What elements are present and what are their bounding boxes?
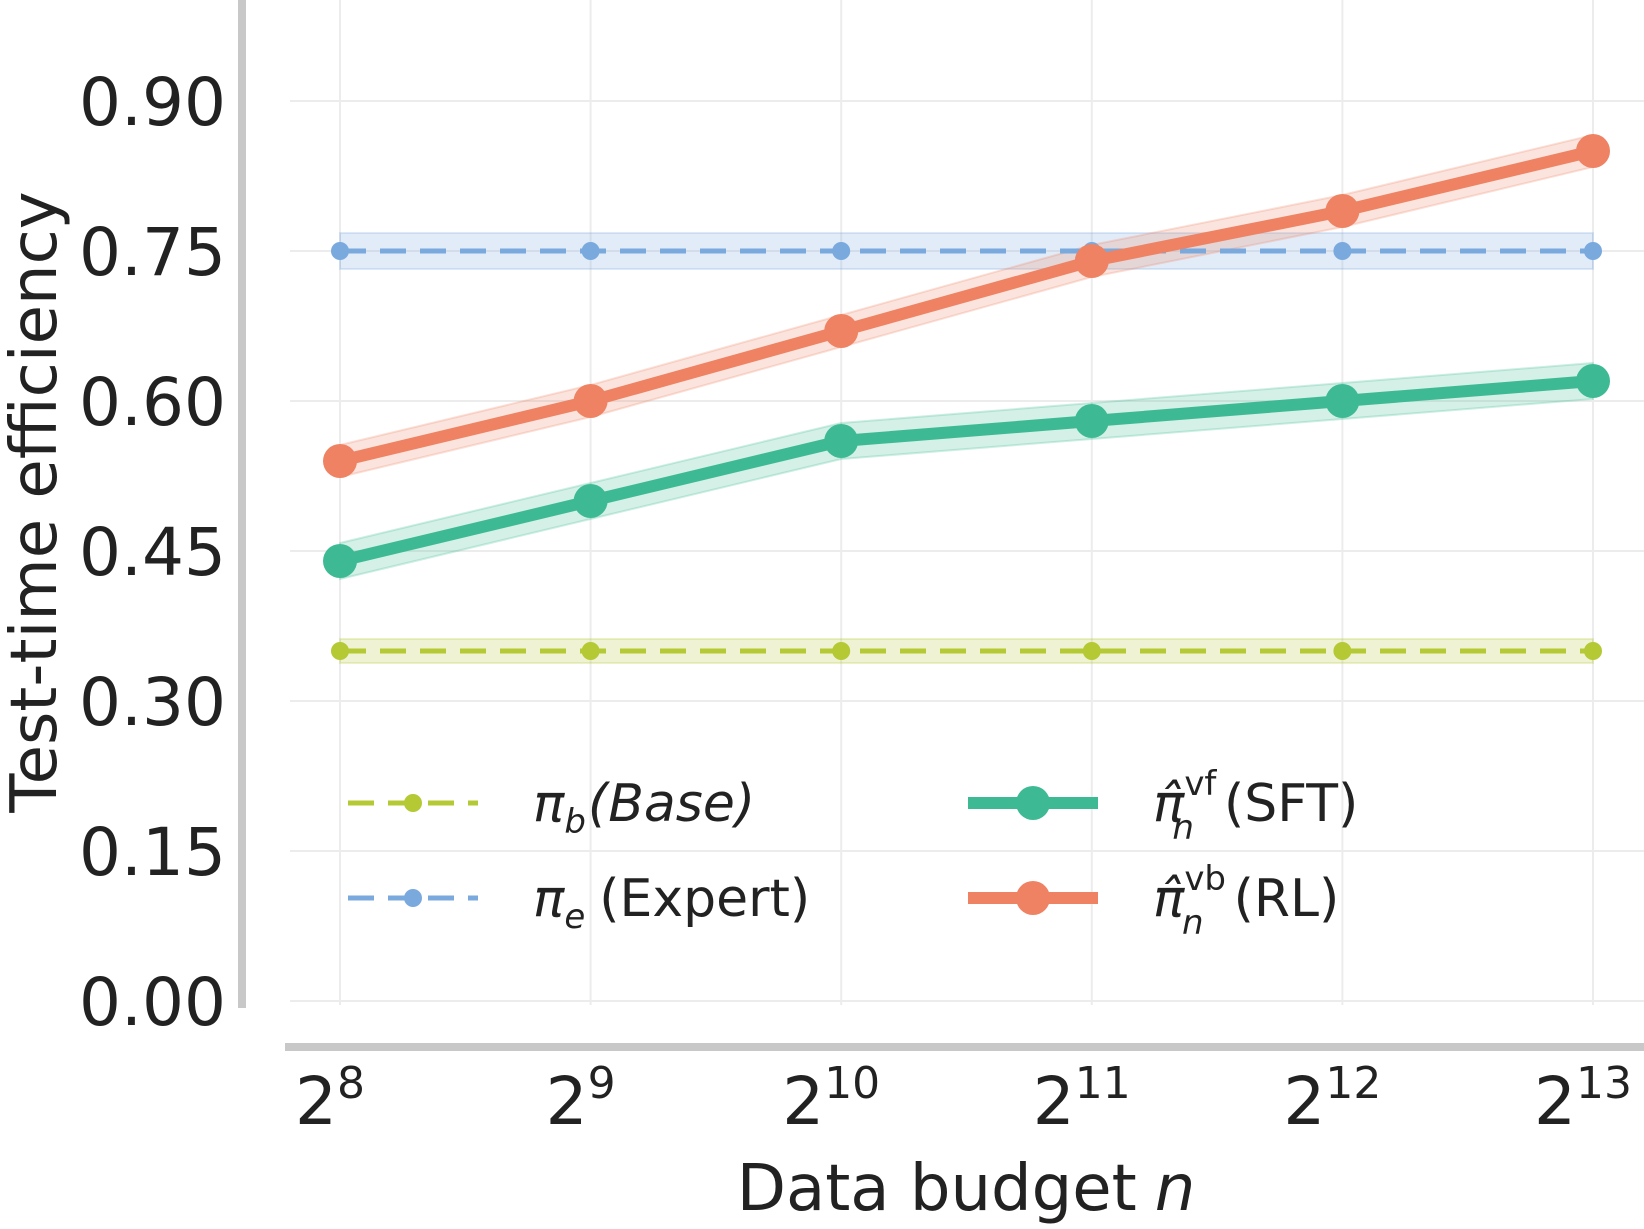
- x-tick-label: 213: [1534, 1058, 1632, 1140]
- point-expert: [1333, 242, 1352, 260]
- legend-item-rl: π̂vb n (RL): [968, 859, 1339, 943]
- legend-label: π̂vb n (RL): [1153, 859, 1339, 943]
- x-tick-label: 210: [782, 1058, 880, 1140]
- point-rl: [573, 384, 608, 418]
- band-base: [339, 638, 1594, 664]
- band-expert: [339, 232, 1594, 270]
- y-tick-labels: 0.00 0.15 0.30 0.45 0.60 0.75 0.90: [79, 64, 226, 1041]
- legend-label: π̂vf n (SFT): [1153, 764, 1358, 848]
- point-sft: [824, 424, 859, 458]
- band-sft: [339, 361, 1594, 581]
- point-rl: [323, 444, 357, 478]
- legend-item-base: πb(Base): [348, 774, 755, 842]
- point-expert: [1584, 242, 1602, 260]
- legend-label: πb(Base): [533, 774, 755, 842]
- x-axis-label: Data budget n: [737, 1152, 1196, 1226]
- point-sft: [323, 544, 357, 578]
- point-base: [1082, 642, 1101, 660]
- point-rl: [1576, 134, 1610, 168]
- x-tick-label: 28: [295, 1058, 365, 1140]
- y-axis-label: Test-time efficiency: [0, 191, 72, 813]
- point-expert: [832, 242, 851, 260]
- legend-label: πe (Expert): [533, 869, 810, 937]
- grid: [290, 0, 1644, 1005]
- y-tick-label: 0.75: [79, 214, 226, 291]
- line-sft: [338, 375, 1594, 567]
- y-tick-label: 0.30: [79, 664, 226, 741]
- series-lines: [338, 145, 1595, 654]
- x-tick-labels: 28 29 210 211 212 213: [295, 1058, 1632, 1140]
- point-rl: [1074, 244, 1109, 278]
- series-points: [323, 134, 1610, 660]
- point-base: [581, 642, 600, 660]
- point-base: [1584, 642, 1602, 660]
- y-tick-label: 0.15: [79, 814, 226, 891]
- x-tick-label: 29: [546, 1058, 616, 1140]
- x-tick-label: 212: [1283, 1058, 1381, 1140]
- point-rl: [1325, 194, 1360, 228]
- y-tick-label: 0.00: [79, 964, 226, 1041]
- point-expert: [581, 242, 600, 260]
- x-axis-label-var: n: [1155, 1152, 1196, 1226]
- point-base: [1333, 642, 1352, 660]
- point-sft: [1325, 384, 1360, 418]
- legend: πb(Base) πe (Expert) π̂vf n (SFT) π̂vb n (RL): [348, 764, 1358, 943]
- legend-swatch-marker: [404, 889, 422, 907]
- point-expert: [331, 242, 349, 260]
- legend-swatch-marker: [1016, 786, 1050, 820]
- x-axis-label-text: Data budget: [737, 1152, 1137, 1226]
- legend-item-sft: π̂vf n (SFT): [968, 764, 1358, 848]
- point-sft: [573, 484, 608, 518]
- point-rl: [824, 314, 859, 348]
- point-base: [331, 642, 349, 660]
- y-tick-label: 0.60: [79, 364, 226, 441]
- legend-swatch-marker: [1016, 881, 1050, 915]
- x-tick-label: 211: [1033, 1058, 1131, 1140]
- point-sft: [1074, 404, 1109, 438]
- legend-item-expert: πe (Expert): [348, 869, 810, 937]
- y-tick-label: 0.90: [79, 64, 226, 141]
- line-rl: [338, 145, 1595, 467]
- y-tick-label: 0.45: [79, 514, 226, 591]
- point-base: [832, 642, 851, 660]
- legend-swatch-marker: [404, 794, 422, 812]
- point-sft: [1576, 364, 1610, 398]
